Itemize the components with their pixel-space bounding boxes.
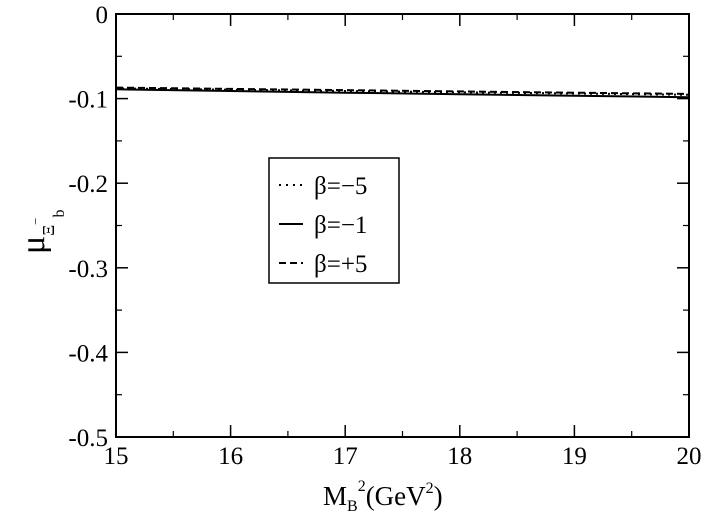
- x-label-main: M: [323, 481, 347, 511]
- x-label-sub: B: [347, 498, 358, 515]
- series-line-3: [115, 86, 690, 95]
- x-tick-label: 16: [218, 443, 243, 470]
- x-tick-label: 17: [333, 443, 358, 470]
- y-tick-label: -0.2: [68, 171, 108, 198]
- y-label-sub-sub: b: [51, 209, 68, 217]
- y-tick-label: -0.4: [68, 340, 108, 367]
- legend: β=−5 β=−1 β=+5: [268, 157, 400, 284]
- y-label-sub-sup: −: [28, 217, 43, 224]
- y-axis-label: μΞ− b: [15, 209, 68, 254]
- x-label-sup: 2: [358, 478, 366, 495]
- legend-label-2: β=−1: [314, 212, 367, 239]
- y-tick-label: -0.3: [68, 256, 108, 283]
- y-label-sub: Ξ: [39, 225, 58, 236]
- y-tick-label: -0.1: [68, 87, 108, 114]
- x-tick-label: 19: [562, 443, 587, 470]
- series-layer: [115, 86, 690, 99]
- x-tick-label: 20: [677, 443, 702, 470]
- legend-label-1: β=−5: [314, 173, 367, 200]
- series-line-2: [115, 88, 690, 99]
- legend-label-3: β=+5: [314, 251, 367, 278]
- x-axis-label: MB2(GeV2): [323, 478, 443, 515]
- y-tick-label: -0.5: [68, 425, 108, 452]
- x-label-close: ): [434, 481, 443, 511]
- axis-ticks: 15 16 17 18 19 20 0 -0.1 -0.2 -0.3 -0.4 -0.5: [68, 2, 701, 470]
- x-tick-label: 15: [104, 443, 129, 470]
- y-tick-label: 0: [96, 2, 109, 29]
- y-label-main: μ: [15, 236, 52, 254]
- x-tick-label: 18: [447, 443, 472, 470]
- x-label-sup2: 2: [426, 480, 434, 497]
- x-label-rest: (GeV: [366, 481, 426, 511]
- plot-frame: [115, 13, 690, 438]
